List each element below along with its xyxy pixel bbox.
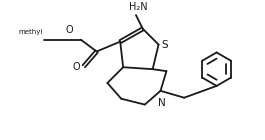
Text: N: N <box>158 98 165 108</box>
Text: methyl: methyl <box>18 29 42 35</box>
Text: S: S <box>161 40 168 50</box>
Text: O: O <box>66 25 73 35</box>
Text: O: O <box>72 62 80 72</box>
Text: H₂N: H₂N <box>129 2 147 12</box>
